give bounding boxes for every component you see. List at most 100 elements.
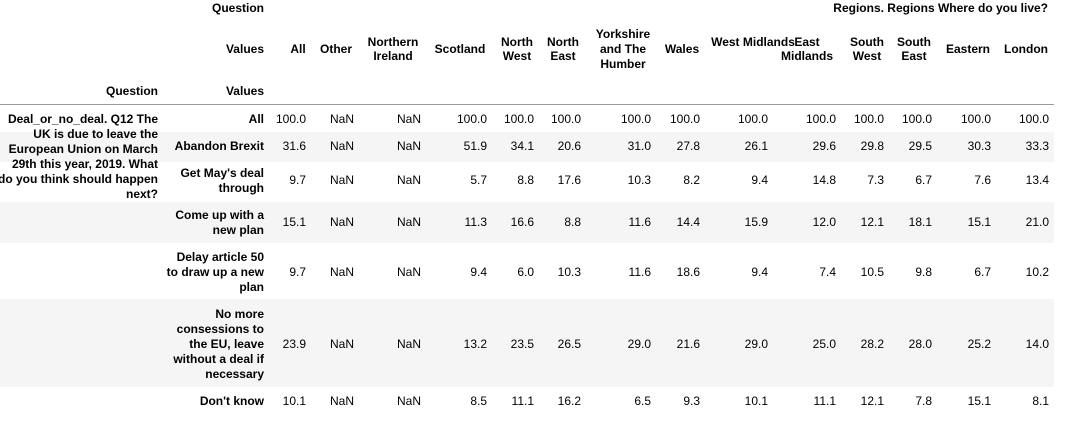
- header-index-label-question: Question: [212, 1, 264, 16]
- table-cell: NaN: [330, 394, 354, 409]
- table-cell: 9.4: [470, 265, 487, 280]
- table-cell: 11.1: [814, 394, 836, 409]
- table-cell: 100.0: [276, 112, 306, 127]
- table-cell: NaN: [397, 337, 421, 352]
- column-header: North East: [543, 35, 583, 63]
- table-cell: NaN: [397, 139, 421, 154]
- table-cell: 7.8: [915, 394, 932, 409]
- table-cell: 13.4: [1026, 173, 1049, 188]
- table-cell: 10.1: [283, 394, 306, 409]
- row-label: Abandon Brexit: [175, 139, 264, 154]
- table-cell: 10.1: [745, 394, 768, 409]
- table-cell: 11.6: [629, 265, 651, 280]
- table-cell: 12.0: [813, 215, 836, 230]
- column-header: Other: [315, 42, 357, 57]
- table-cell: 100.0: [670, 112, 700, 127]
- table-cell: 8.8: [564, 215, 581, 230]
- table-cell: NaN: [397, 215, 421, 230]
- row-label: Don't know: [200, 394, 264, 409]
- table-cell: 29.8: [861, 139, 884, 154]
- table-cell: 8.2: [683, 173, 700, 188]
- table-cell: 29.6: [813, 139, 836, 154]
- column-header: Wales: [660, 42, 704, 57]
- table-cell: 20.6: [558, 139, 581, 154]
- table-cell: 16.2: [558, 394, 581, 409]
- table-cell: 18.1: [909, 215, 932, 230]
- table-cell: 26.1: [745, 139, 768, 154]
- table-cell: NaN: [330, 173, 354, 188]
- column-header: South East: [892, 35, 936, 63]
- table-cell: 10.3: [558, 265, 581, 280]
- table-cell: 33.3: [1026, 139, 1049, 154]
- table-cell: 9.3: [683, 394, 700, 409]
- table-cell: 15.1: [283, 215, 306, 230]
- table-cell: NaN: [330, 112, 354, 127]
- table-cell: 100.0: [806, 112, 836, 127]
- table-cell: 100.0: [902, 112, 932, 127]
- table-cell: 100.0: [961, 112, 991, 127]
- index-name-values: Values: [226, 84, 264, 99]
- table-cell: 11.3: [465, 215, 487, 230]
- table-cell: 26.5: [558, 337, 581, 352]
- table-cell: 8.1: [1032, 394, 1049, 409]
- column-header: London: [1000, 42, 1052, 57]
- table-cell: 29.0: [745, 337, 768, 352]
- table-cell: 25.0: [813, 337, 836, 352]
- table-cell: NaN: [330, 215, 354, 230]
- table-cell: NaN: [330, 337, 354, 352]
- table-cell: 28.2: [861, 337, 884, 352]
- table-cell: 29.0: [628, 337, 651, 352]
- table-cell: NaN: [330, 139, 354, 154]
- table-cell: 100.0: [738, 112, 768, 127]
- table-cell: 8.5: [470, 394, 487, 409]
- table-cell: 30.3: [968, 139, 991, 154]
- table-cell: NaN: [397, 112, 421, 127]
- row-label: Come up with a new plan: [164, 208, 264, 238]
- question-label: Deal_or_no_deal. Q12 The UK is due to le…: [0, 112, 158, 202]
- index-name-question: Question: [106, 84, 158, 99]
- table-cell: 6.7: [915, 173, 932, 188]
- table-cell: 14.4: [677, 215, 700, 230]
- table-cell: 15.9: [745, 215, 768, 230]
- table-cell: 7.3: [867, 173, 884, 188]
- row-label: Get May's deal through: [164, 166, 264, 196]
- table-cell: 100.0: [854, 112, 884, 127]
- row-label: Delay article 50 to draw up a new plan: [164, 250, 264, 295]
- table-cell: 8.8: [517, 173, 534, 188]
- table-cell: 6.5: [634, 394, 651, 409]
- table-cell: 14.8: [813, 173, 836, 188]
- header-group-label-regions: Regions. Regions Where do you live?: [833, 1, 1048, 16]
- table-cell: 100.0: [1019, 112, 1049, 127]
- table-cell: 5.7: [470, 173, 487, 188]
- column-header: Northern Ireland: [362, 35, 424, 63]
- table-cell: 12.1: [861, 215, 884, 230]
- table-cell: 28.0: [909, 337, 932, 352]
- table-cell: 27.8: [677, 139, 700, 154]
- table-cell: 51.9: [464, 139, 487, 154]
- column-header: East Midlands: [776, 35, 838, 63]
- table-cell: 18.6: [677, 265, 700, 280]
- header-index-label-values: Values: [226, 42, 264, 57]
- table-cell: 6.7: [974, 265, 991, 280]
- table-cell: 9.7: [289, 173, 306, 188]
- table-cell: 9.7: [289, 265, 306, 280]
- table-cell: 15.1: [968, 394, 991, 409]
- table-cell: NaN: [330, 265, 354, 280]
- table-cell: 100.0: [621, 112, 651, 127]
- column-header: All: [283, 42, 313, 57]
- table-cell: 11.6: [629, 215, 651, 230]
- table-cell: 21.6: [677, 337, 700, 352]
- row-label: No more consessions to the EU, leave wit…: [164, 307, 264, 382]
- column-header: Scotland: [430, 42, 490, 57]
- table-cell: 10.2: [1026, 265, 1049, 280]
- table-cell: 13.2: [464, 337, 487, 352]
- row-label: All: [249, 112, 264, 127]
- table-cell: 6.0: [517, 265, 534, 280]
- table-cell: 23.9: [283, 337, 306, 352]
- table-cell: 31.6: [283, 139, 306, 154]
- header-rule: [0, 104, 1054, 105]
- table-cell: NaN: [397, 173, 421, 188]
- table-cell: 10.5: [861, 265, 884, 280]
- table-cell: 34.1: [511, 139, 534, 154]
- table-cell: 100.0: [457, 112, 487, 127]
